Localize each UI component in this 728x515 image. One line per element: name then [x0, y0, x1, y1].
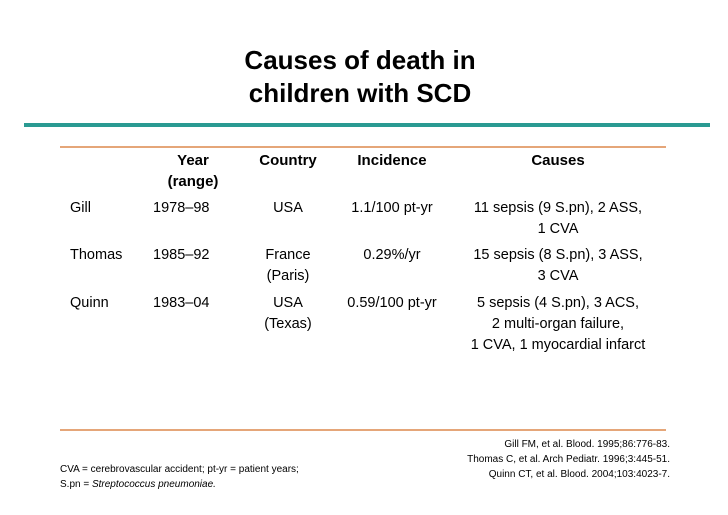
- row-quinn-country: USA (Texas): [246, 293, 330, 335]
- reference-thomas: Thomas C, et al. Arch Pediatr. 1996;3:44…: [467, 454, 670, 465]
- row-thomas-country: France (Paris): [246, 245, 330, 287]
- header-country: Country: [259, 152, 317, 169]
- row-gill-incidence: 1.1/100 pt-yr: [351, 200, 433, 216]
- row-quinn-causes-line-3: 1 CVA, 1 myocardial infarct: [470, 337, 646, 353]
- header-year-line-1: Year: [177, 152, 209, 169]
- footnote-line-2-species: Streptococcus pneumoniae.: [91, 479, 216, 490]
- row-quinn-country-line-1: USA: [273, 295, 303, 311]
- title-line-1: Causes of death in: [244, 45, 476, 75]
- row-thomas-causes-line-1: 15 sepsis (8 S.pn), 3 ASS,: [473, 247, 643, 263]
- row-gill-year: 1978–98: [153, 200, 210, 216]
- row-gill-causes-line-2: 1 CVA: [537, 221, 579, 237]
- title-underline-bar: [24, 123, 710, 127]
- row-gill-country-line-1: USA: [273, 200, 303, 216]
- row-quinn-incidence: 0.59/100 pt-yr: [347, 295, 437, 311]
- footnote-line-2: S.pn = Streptococcus pneumoniae.: [60, 477, 299, 492]
- footnote-line-2-prefix: S.pn =: [60, 479, 92, 490]
- row-thomas-causes-line-2: 3 CVA: [537, 268, 579, 284]
- header-causes: Causes: [531, 152, 585, 169]
- header-incidence: Incidence: [357, 152, 427, 169]
- row-quinn-causes: 5 sepsis (4 S.pn), 3 ACS, 2 multi-organ …: [452, 293, 664, 356]
- row-quinn-study: Quinn: [70, 295, 109, 311]
- slide-title: Causes of death in children with SCD: [160, 44, 560, 110]
- row-thomas-country-line-1: France: [265, 247, 311, 263]
- title-line-2: children with SCD: [248, 78, 472, 108]
- row-thomas-country-line-2: (Paris): [266, 268, 310, 284]
- row-thomas-year: 1985–92: [153, 247, 210, 263]
- row-thomas-incidence: 0.29%/yr: [363, 247, 421, 263]
- row-quinn-country-line-2: (Texas): [264, 316, 312, 332]
- row-quinn-causes-line-1: 5 sepsis (4 S.pn), 3 ACS,: [477, 295, 639, 311]
- table-top-rule: [60, 146, 666, 148]
- reference-gill: Gill FM, et al. Blood. 1995;86:776-83.: [504, 439, 670, 450]
- header-year-line-2: (range): [167, 173, 219, 190]
- header-year: Year (range): [153, 150, 233, 192]
- row-thomas-study: Thomas: [70, 247, 123, 263]
- abbreviation-footnote: CVA = cerebrovascular accident; pt-yr = …: [60, 462, 299, 492]
- row-gill-causes: 11 sepsis (9 S.pn), 2 ASS, 1 CVA: [452, 198, 664, 240]
- table-bottom-rule: [60, 429, 666, 431]
- row-gill-study: Gill: [70, 200, 91, 216]
- references: Gill FM, et al. Blood. 1995;86:776-83. T…: [467, 437, 670, 482]
- row-quinn-year: 1983–04: [153, 295, 210, 311]
- reference-quinn: Quinn CT, et al. Blood. 2004;103:4023-7.: [488, 469, 670, 480]
- footnote-line-1: CVA = cerebrovascular accident; pt-yr = …: [60, 464, 299, 475]
- row-quinn-causes-line-2: 2 multi-organ failure,: [491, 316, 625, 332]
- row-gill-country: USA: [246, 198, 330, 219]
- row-gill-causes-line-1: 11 sepsis (9 S.pn), 2 ASS,: [473, 200, 643, 216]
- row-thomas-causes: 15 sepsis (8 S.pn), 3 ASS, 3 CVA: [452, 245, 664, 287]
